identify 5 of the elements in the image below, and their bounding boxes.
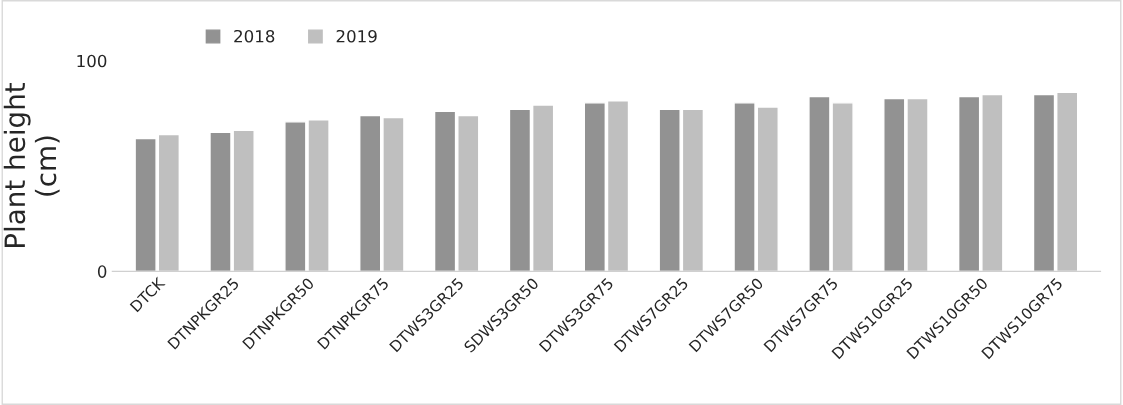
legend-label: 2019 (336, 29, 377, 43)
y-tick-label: 0 (97, 265, 107, 278)
y-tick-label: 100 (77, 54, 107, 68)
legend-label: 2018 (234, 29, 275, 43)
y-axis-title: Plant height (cm) (3, 83, 60, 247)
